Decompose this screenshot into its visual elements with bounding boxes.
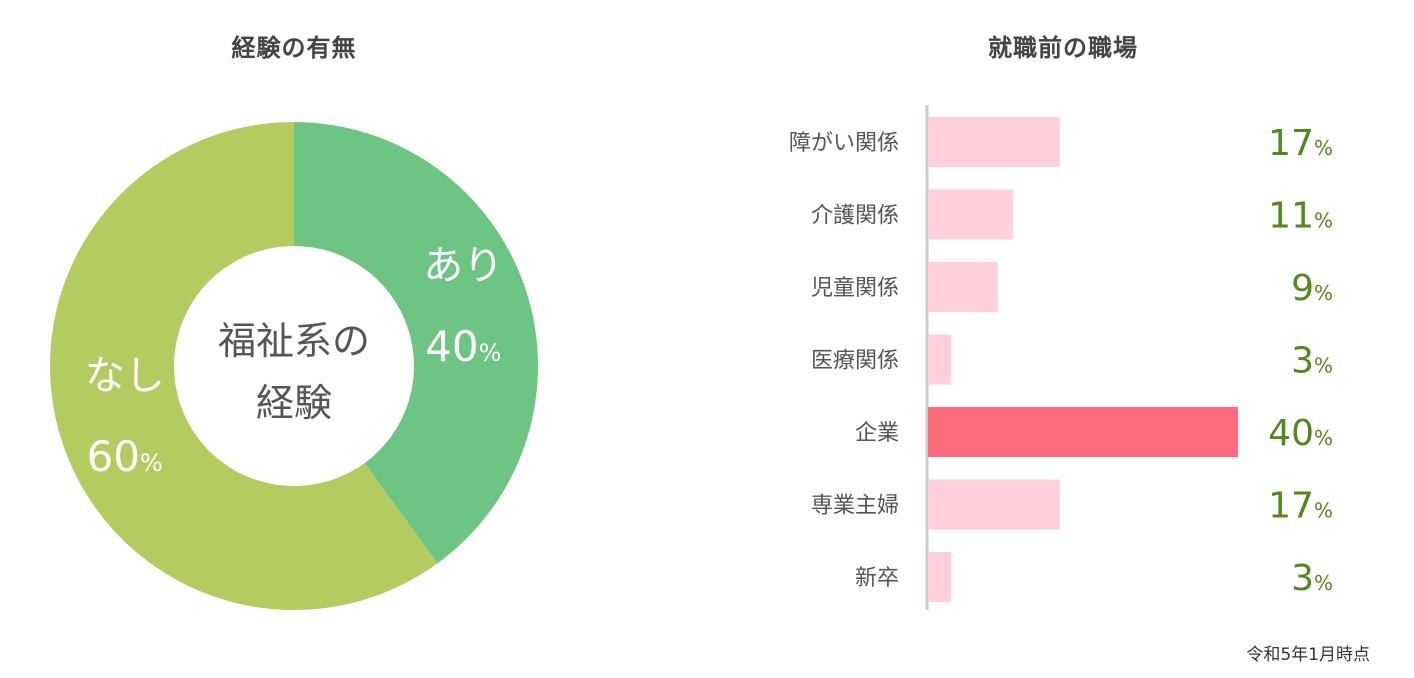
donut-chart-title: 経験の有無 [231,34,357,62]
bar-chart-title: 就職前の職場 [988,34,1138,62]
footnote: 令和5年1月時点 [1246,645,1370,665]
bar-category-label: 医療関係 [811,349,899,374]
donut-slice-2 [49,122,438,611]
donut-slice-1 [294,122,538,564]
bar-category-label: 専業主婦 [811,494,899,519]
slice-value: 40% [425,322,501,371]
slice-value: 60% [87,432,163,481]
slice-label: なし [85,353,165,399]
bar-value-label: 17% [1268,123,1333,164]
donut-center-label: 経験 [256,381,332,425]
bar-category-label: 介護関係 [811,204,899,229]
bar-7 [928,552,952,602]
bar-value-label: 3% [1291,341,1333,382]
bar-1 [928,117,1060,167]
slice-label: あり [423,243,503,289]
bar-5 [928,407,1238,457]
bar-6 [928,479,1060,530]
bar-category-label: 障がい関係 [789,131,899,156]
donut-center-label: 福祉系の [218,319,370,363]
bar-value-label: 40% [1268,413,1333,454]
bar-4 [928,334,952,385]
bar-value-label: 17% [1268,486,1333,527]
bar-value-label: 3% [1291,558,1333,599]
bar-category-label: 新卒 [855,566,899,591]
bar-value-label: 9% [1291,268,1333,309]
bar-2 [928,189,1014,240]
bar-category-label: 企業 [855,421,899,446]
bar-value-label: 11% [1268,196,1333,237]
bar-category-label: 児童関係 [811,276,899,301]
bar-3 [928,262,998,312]
